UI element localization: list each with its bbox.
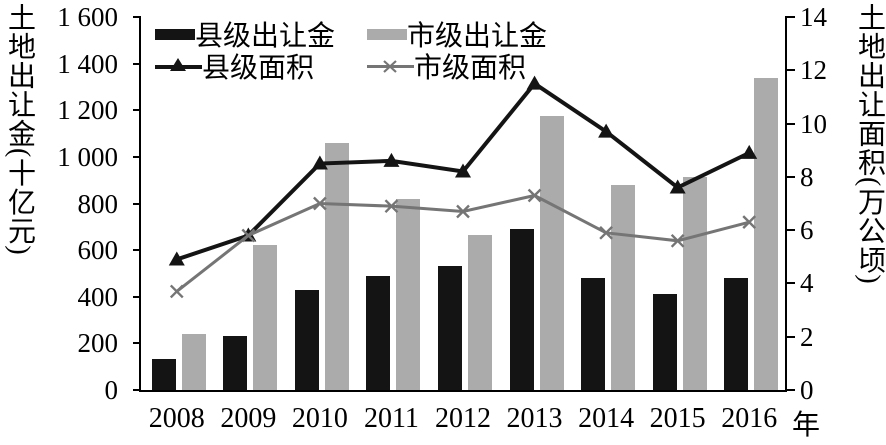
x-axis-tick-label: 2016: [721, 403, 778, 434]
left-axis-tick-label: 1 200: [57, 95, 118, 126]
x-marker-icon: [599, 225, 613, 240]
x-marker-icon: [241, 228, 256, 243]
right-axis-tick-label: 0: [800, 375, 814, 405]
left-axis-tick-label: 600: [77, 235, 119, 266]
legend-label-county-area: 县级面积: [202, 53, 315, 84]
legend-label-city-area: 市级面积: [414, 53, 527, 84]
left-axis-tick: [133, 249, 141, 252]
bar-县级出让金-2013: [509, 229, 534, 390]
left-axis-tick-label: 200: [77, 328, 119, 359]
x-axis-tick-label: 2009: [220, 403, 277, 434]
left-axis-tick-label: 0: [104, 375, 119, 405]
right-axis-tick: [785, 282, 795, 285]
bar-市级出让金-2016: [754, 77, 779, 390]
right-axis-tick: [785, 229, 795, 232]
county-area-swatch: [155, 57, 202, 75]
left-axis-tick: [133, 16, 141, 18]
legend: 县级出让金 市级出让金 县级面积 市级面积: [155, 18, 547, 84]
triangle-marker-icon: [526, 75, 543, 90]
left-axis-tick: [133, 155, 141, 158]
right-axis-tick-label: 8: [800, 161, 814, 192]
bar-县级出让金-2016: [724, 278, 749, 390]
x-axis-tick-label: 2014: [578, 403, 635, 434]
right-axis-tick-label: 4: [800, 268, 814, 299]
city-area-swatch: [367, 57, 414, 75]
triangle-marker-icon: [669, 179, 686, 194]
right-axis-title: 土地出让面积(万公顷): [854, 3, 885, 285]
x-axis-unit-label: 年: [792, 410, 821, 441]
right-axis-tick: [785, 69, 795, 72]
line-series-svg: [168, 75, 758, 299]
triangle-marker-icon: [741, 144, 758, 159]
right-axis-tick: [785, 389, 795, 391]
x-axis-tick-label: 2010: [291, 403, 348, 434]
bar-县级出让金-2010: [294, 289, 319, 390]
right-axis-tick: [785, 175, 795, 178]
x-marker-icon: [527, 188, 542, 203]
x-marker-icon: [456, 204, 470, 219]
left-axis-tick: [133, 342, 141, 345]
right-axis-tick-label: 14: [800, 2, 827, 32]
triangle-marker-icon: [598, 123, 615, 138]
left-axis-tick: [133, 202, 141, 205]
triangle-marker-icon: [311, 155, 328, 170]
x-axis-tick-label: 2008: [148, 403, 205, 434]
bar-市级出让金-2012: [468, 234, 492, 390]
x-marker-icon: [384, 199, 399, 214]
bar-县级出让金-2008: [151, 358, 176, 390]
x-marker-icon: [169, 284, 184, 299]
right-axis-tick-label: 10: [800, 108, 827, 139]
triangle-marker-icon: [455, 163, 471, 178]
triangle-marker-icon: [383, 152, 400, 167]
right-axis-tick: [785, 335, 795, 338]
x-marker-icon: [383, 60, 397, 73]
legend-label-county-fee: 县级出让金: [195, 21, 336, 52]
right-axis-tick: [785, 122, 795, 125]
x-axis-tick-label: 2013: [506, 403, 563, 434]
x-marker-icon: [742, 215, 757, 229]
legend-item-county-area: 县级面积: [155, 50, 367, 84]
x-marker-icon: [313, 196, 327, 211]
left-axis-tick-label: 1 400: [57, 48, 118, 79]
city-fee-swatch: [367, 28, 407, 40]
x-axis-tick-label: 2011: [363, 403, 419, 434]
bar-市级出让金-2010: [324, 142, 349, 390]
left-axis-tick: [133, 109, 141, 112]
bar-市级出让金-2009: [253, 245, 278, 390]
left-axis-tick: [133, 62, 141, 65]
bar-市级出让金-2015: [682, 176, 707, 390]
left-axis-title: 土地出让金(十亿元): [4, 3, 35, 256]
right-axis-tick: [785, 16, 795, 18]
left-axis-tick: [133, 389, 141, 391]
county-fee-swatch: [155, 28, 195, 40]
bar-市级出让金-2011: [396, 198, 421, 390]
triangle-marker-icon: [170, 58, 186, 71]
left-axis-tick: [133, 295, 141, 298]
bar-市级出让金-2013: [539, 116, 564, 390]
right-axis-tick-label: 2: [800, 321, 814, 352]
left-axis-tick-label: 800: [77, 188, 119, 219]
left-axis-tick-label: 1 000: [57, 141, 118, 172]
legend-item-city-fee: 市级出让金: [367, 18, 547, 52]
right-axis-tick-label: 6: [800, 215, 814, 246]
legend-label-city-fee: 市级出让金: [407, 21, 548, 52]
bar-市级出让金-2014: [611, 184, 636, 390]
x-axis-tick-label: 2012: [435, 403, 491, 434]
bar-县级出让金-2009: [223, 336, 248, 390]
plot-area: 县级出让金 市级出让金 县级面积 市级面积: [133, 16, 787, 392]
triangle-marker-icon: [168, 251, 185, 266]
bar-市级出让金-2008: [181, 334, 206, 390]
bar-县级出让金-2011: [366, 275, 391, 390]
legend-item-city-area: 市级面积: [367, 50, 547, 84]
left-axis-tick-label: 400: [77, 281, 119, 312]
x-axis-tick-label: 2015: [649, 403, 706, 434]
bar-县级出让金-2012: [438, 266, 462, 390]
right-axis-tick-label: 12: [800, 55, 827, 86]
bar-县级出让金-2015: [652, 294, 677, 390]
legend-item-county-fee: 县级出让金: [155, 18, 367, 52]
left-axis-tick-label: 1 600: [57, 2, 118, 32]
x-marker-icon: [670, 233, 685, 248]
bar-县级出让金-2014: [581, 278, 606, 390]
